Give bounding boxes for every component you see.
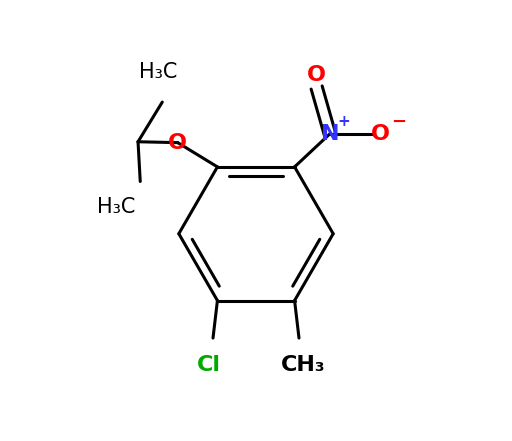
Text: Cl: Cl	[197, 355, 221, 375]
Text: N: N	[321, 124, 339, 144]
Text: O: O	[371, 124, 390, 144]
Text: H₃C: H₃C	[97, 197, 135, 217]
Text: O: O	[168, 133, 187, 153]
Text: +: +	[337, 114, 350, 129]
Text: CH₃: CH₃	[281, 355, 326, 375]
Text: H₃C: H₃C	[139, 62, 177, 82]
Text: O: O	[307, 65, 326, 85]
Text: −: −	[392, 112, 407, 131]
